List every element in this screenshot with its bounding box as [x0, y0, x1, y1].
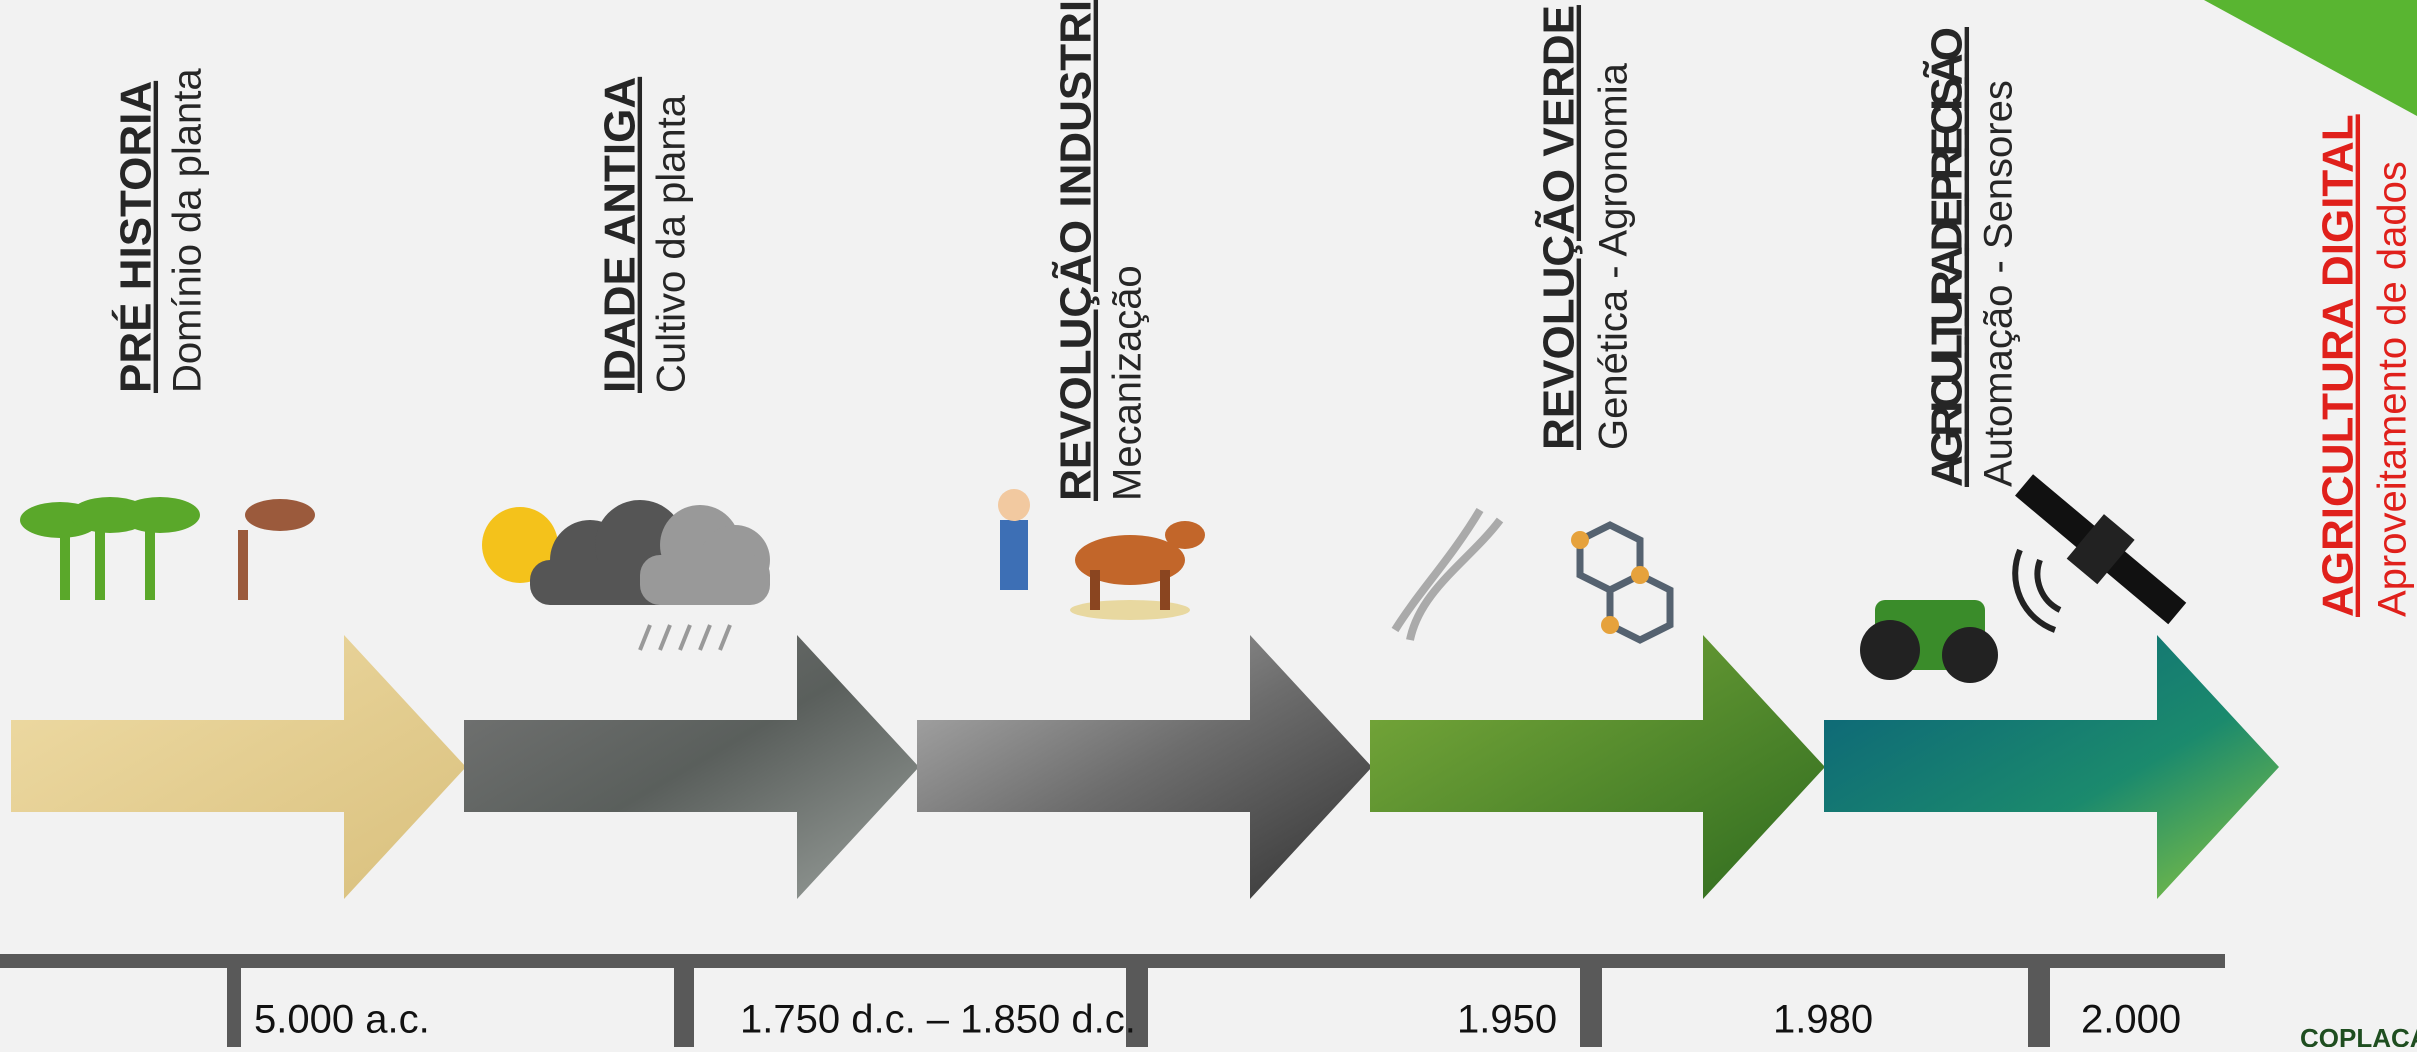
stage-title: AGRICULTURA DE PRECISÃO [1922, 27, 1972, 487]
date: 2.000 [2081, 998, 2181, 1042]
stage-title: AGRICULTURA DIGITAL [2314, 114, 2363, 617]
stage-title: REVOLUÇÃO VERDE [1534, 5, 1584, 450]
stage-subtitle: Mecanização [1106, 265, 1150, 501]
date: 5.000 a.c. [254, 998, 430, 1042]
stage-subtitle: Genética - Agronomia [1592, 62, 1636, 450]
stage-title: IDADE ANTIGA [596, 77, 645, 393]
arrow [464, 635, 919, 899]
timeline: COPLACANA PRÉ HISTORIADomínio da planta I… [0, 0, 2417, 1047]
stage-title: REVOLUÇÃO INDUSTRIAL [1051, 0, 1101, 501]
date: 1.750 d.c. – 1.850 d.c. [740, 998, 1136, 1042]
stage-subtitle: Cultivo da planta [650, 94, 694, 393]
date: 1.950 [1457, 998, 1557, 1042]
stage-subtitle: Aproveitamento de dados [2371, 161, 2415, 617]
stage-subtitle: Automação - Sensores [1977, 80, 2021, 487]
corner-triangle [2204, 0, 2417, 116]
page: COPLACANA PRÉ HISTORIADomínio da planta I… [0, 0, 2417, 1047]
date: 1.980 [1773, 998, 1873, 1042]
arrow [917, 635, 1372, 899]
stage-subtitle: Domínio da planta [166, 68, 210, 393]
stage-title: PRÉ HISTORIA [111, 81, 161, 393]
bar [0, 954, 2225, 968]
logo: COPLACANA [2300, 1023, 2417, 1047]
arrow [11, 635, 466, 899]
arrow [1370, 635, 1825, 899]
